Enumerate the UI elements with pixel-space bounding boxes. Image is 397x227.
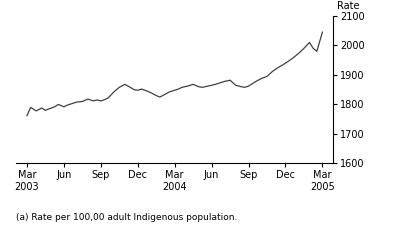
Y-axis label: Rate: Rate xyxy=(337,1,359,11)
Text: (a) Rate per 100,00 adult Indigenous population.: (a) Rate per 100,00 adult Indigenous pop… xyxy=(16,213,237,222)
